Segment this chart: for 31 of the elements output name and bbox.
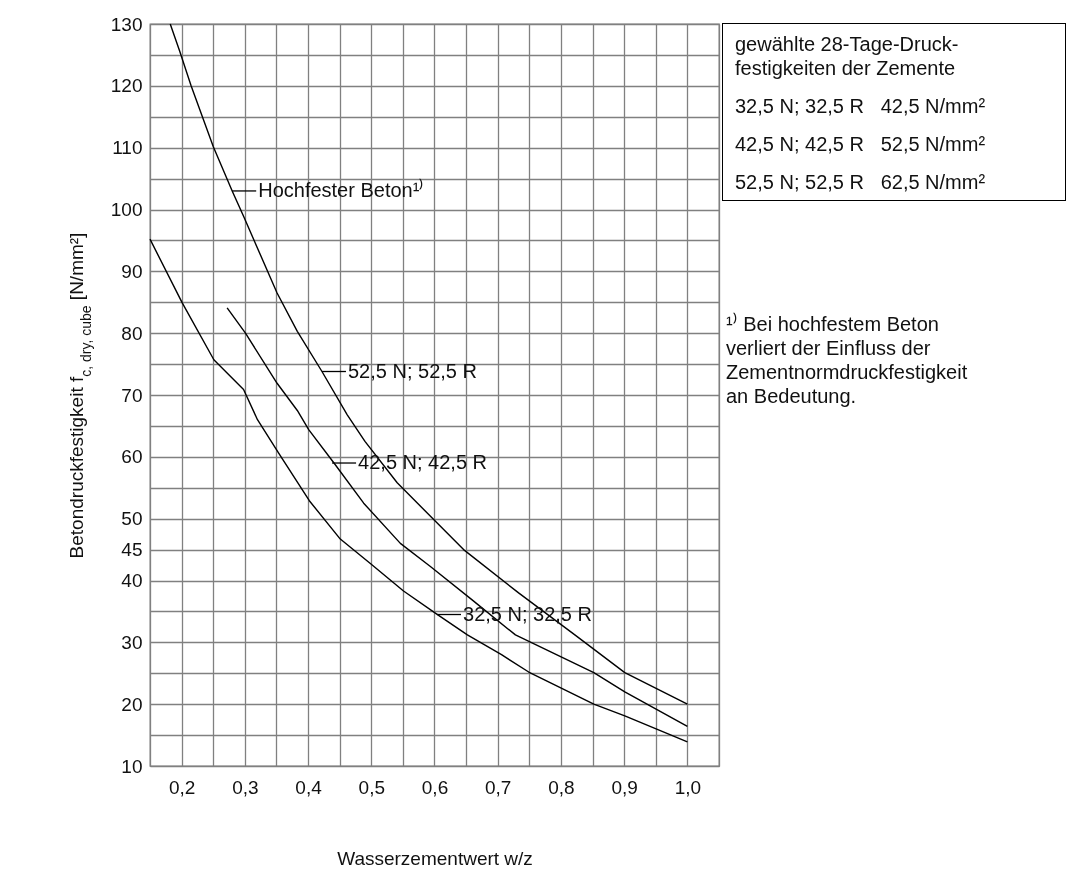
- y-tick-label: 40: [121, 570, 143, 591]
- x-tick-label: 0,5: [358, 776, 385, 798]
- x-tick-label: 0,8: [548, 776, 575, 798]
- x-tick-label: 0,9: [611, 776, 638, 798]
- y-tick-label: 60: [121, 446, 143, 468]
- y-tick-label: 80: [121, 322, 143, 344]
- text: 42,5 N; 42,5 R 52,5 N/mm²: [735, 132, 987, 156]
- text: ¹⁾ Bei hochfestem Beton verliert der Einfluss der Zementnormdruckfestigkeit an Bedeutung.: [726, 312, 968, 408]
- x-axis-title: Wasserzementwert w/z: [337, 847, 533, 869]
- y-tick-label: 10: [121, 755, 143, 777]
- y-tick-label: 30: [121, 631, 143, 653]
- text: 32,5 N; 32,5 R 42,5 N/mm²: [735, 94, 987, 118]
- y-tick-label: 110: [112, 137, 143, 159]
- y-tick-label: 50: [121, 508, 143, 530]
- x-tick-label: 1,0: [674, 776, 702, 798]
- text: 52,5 N; 52,5 R 62,5 N/mm²: [735, 170, 987, 194]
- y-tick-label: 20: [121, 693, 143, 715]
- x-tick-label: 0,6: [421, 776, 449, 798]
- annotation: 52,5 N; 52,5 R: [347, 359, 477, 382]
- y-tick-label: 130: [110, 13, 143, 35]
- y-tick-label: 120: [110, 75, 143, 97]
- x-tick-label: 0,7: [485, 776, 512, 798]
- y-tick-label: 70: [121, 384, 143, 406]
- text: gewählte 28-Tage-Druck- festigkeiten der Zemente: [735, 32, 960, 80]
- annotation: Hochfester Beton¹⁾: [258, 177, 425, 201]
- y-tick-label: 90: [121, 260, 143, 282]
- x-tick-label: 0,3: [232, 776, 259, 798]
- y-tick-label: 45: [121, 539, 143, 561]
- x-tick-label: 0,4: [295, 776, 323, 798]
- x-tick-label: 0,2: [168, 776, 196, 798]
- y-tick-label: 100: [110, 199, 143, 220]
